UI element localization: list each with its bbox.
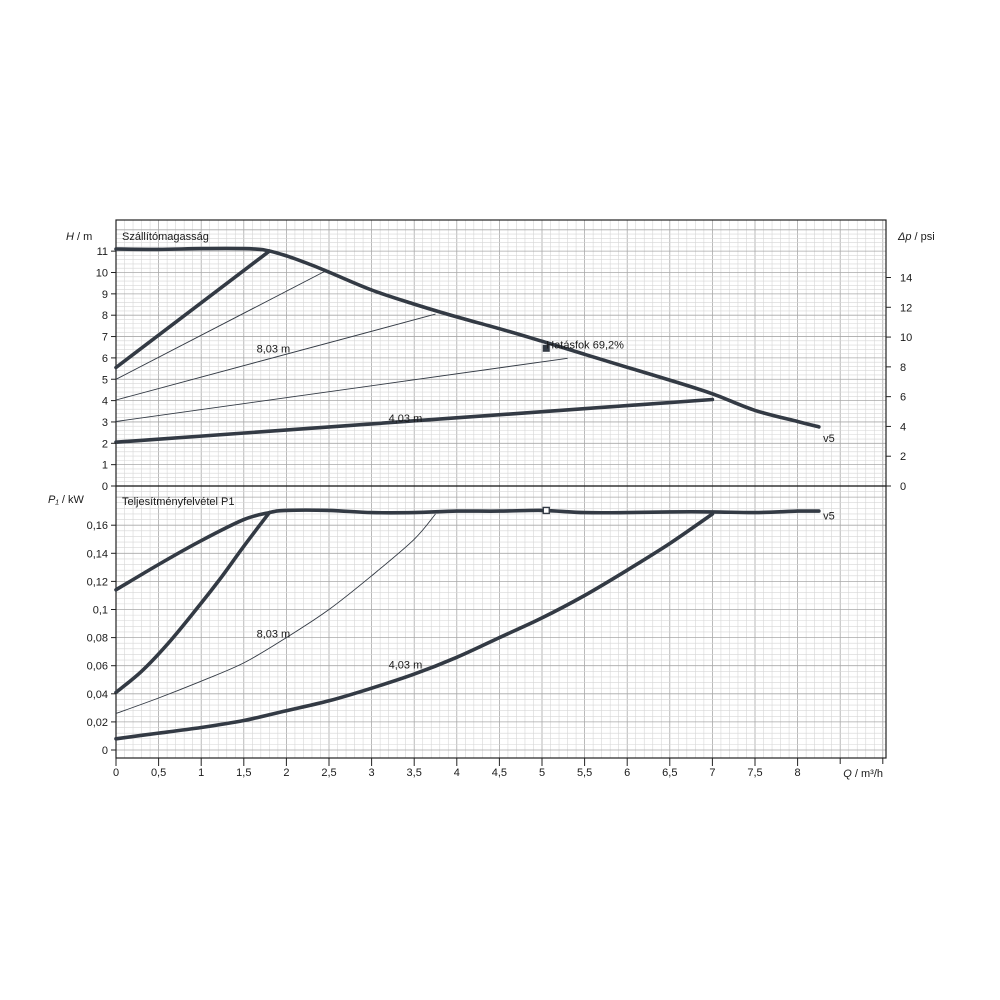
head-y-tick-label: 7 bbox=[102, 332, 108, 344]
psi-tick-label: 10 bbox=[900, 332, 912, 344]
head-y-tick-label: 11 bbox=[97, 246, 108, 258]
head-annotation-efficiency: Hatásfok 69,2% bbox=[546, 339, 624, 351]
head-curve-8-03-m bbox=[115, 313, 436, 401]
power-plot-title: Teljesítményfelvétel P1 bbox=[122, 496, 235, 508]
psi-tick-label: 0 bbox=[900, 481, 906, 493]
x-tick-label: 6,5 bbox=[662, 767, 677, 779]
power-y-tick-label: 0,02 bbox=[87, 717, 108, 729]
head-y-tick-label: 4 bbox=[102, 396, 108, 408]
psi-y-axis-label: Δp / psi bbox=[897, 231, 935, 243]
head-y-axis-label: H / m bbox=[66, 231, 92, 243]
x-tick-label: 4,5 bbox=[492, 767, 507, 779]
x-tick-label: 5,5 bbox=[577, 767, 592, 779]
grid-layer bbox=[115, 220, 886, 758]
head-curve-line-1 bbox=[114, 249, 272, 370]
x-tick-label: 2,5 bbox=[321, 767, 336, 779]
power-y-tick-label: 0,04 bbox=[87, 689, 108, 701]
tick-label-layer: 0 0,5 1 1,5 2 2,5 3 3,5 4 4,5 5 5,5 6 6,5 7 7,5 80123456… bbox=[87, 246, 913, 779]
head-y-tick-label: 0 bbox=[102, 481, 108, 493]
head-y-tick-label: 1 bbox=[102, 460, 108, 472]
psi-tick-label: 4 bbox=[900, 421, 906, 433]
x-tick-label: 0 bbox=[113, 767, 119, 779]
psi-tick-label: 8 bbox=[900, 362, 906, 374]
plot-frames bbox=[115, 219, 887, 759]
head-y-tick-label: 6 bbox=[102, 353, 108, 365]
head-annotation-v5: v5 bbox=[823, 433, 835, 445]
x-tick-label: 1,5 bbox=[236, 767, 251, 779]
power-y-tick-label: 0 bbox=[102, 745, 108, 757]
head-y-tick-label: 3 bbox=[102, 417, 108, 429]
x-tick-label: 8 bbox=[795, 767, 801, 779]
power-annotation-4-03-m: 4,03 m bbox=[389, 660, 423, 672]
curve-layer bbox=[114, 246, 821, 741]
power-y-tick-label: 0,06 bbox=[87, 661, 108, 673]
head-curve-line-4 bbox=[115, 357, 568, 422]
power-plot-frame bbox=[115, 485, 887, 759]
power-curve-8-03-m bbox=[115, 513, 436, 714]
power-y-tick-label: 0,12 bbox=[87, 576, 108, 588]
power-y-tick-label: 0,1 bbox=[93, 605, 108, 617]
x-tick-label: 7,5 bbox=[747, 767, 762, 779]
head-y-tick-label: 9 bbox=[102, 289, 108, 301]
head-annotation-8-03-m: 8,03 m bbox=[257, 344, 291, 356]
head-y-tick-label: 2 bbox=[102, 438, 108, 450]
x-tick-label: 6 bbox=[624, 767, 630, 779]
power-y-tick-label: 0,14 bbox=[87, 548, 108, 560]
duty-point-marker bbox=[542, 344, 550, 352]
power-annotation-8-03-m: 8,03 m bbox=[257, 629, 291, 641]
power-curve-4-03-m bbox=[114, 512, 715, 741]
head-annotation-4-03-m: 4,03 m bbox=[389, 413, 423, 425]
psi-tick-label: 2 bbox=[900, 451, 906, 463]
head-y-tick-label: 8 bbox=[102, 310, 108, 322]
head-curve-line-2 bbox=[115, 271, 325, 380]
head-y-tick-label: 10 bbox=[96, 268, 108, 280]
power-y-tick-label: 0,16 bbox=[87, 520, 108, 532]
label-layer: H / m Δp / psi P₁ / kW Q / m³/h Szállítómaga… bbox=[48, 231, 935, 780]
power-curve-line-1 bbox=[114, 510, 272, 695]
power-curve-v5 bbox=[114, 508, 821, 592]
duty-point-marker bbox=[542, 506, 550, 515]
power-annotation-v5: v5 bbox=[823, 511, 835, 523]
psi-tick-label: 14 bbox=[900, 272, 912, 284]
x-tick-label: 2 bbox=[283, 767, 289, 779]
power-y-tick-label: 0,08 bbox=[87, 633, 108, 645]
x-tick-label: 7 bbox=[709, 767, 715, 779]
x-tick-label: 4 bbox=[454, 767, 460, 779]
head-curve-v5 bbox=[114, 246, 821, 429]
head-y-tick-label: 5 bbox=[102, 374, 108, 386]
x-tick-label: 5 bbox=[539, 767, 545, 779]
psi-tick-label: 12 bbox=[900, 302, 912, 314]
x-axis-label: Q / m³/h bbox=[843, 768, 883, 780]
head-curve-4-03-m bbox=[114, 397, 715, 444]
x-tick-label: 3,5 bbox=[407, 767, 422, 779]
x-tick-label: 1 bbox=[198, 767, 204, 779]
x-tick-label: 3 bbox=[369, 767, 375, 779]
head-plot-title: Szállítómagasság bbox=[122, 231, 209, 243]
power-y-axis-label: P₁ / kW bbox=[48, 494, 84, 506]
psi-tick-label: 6 bbox=[900, 392, 906, 404]
x-tick-label: 0,5 bbox=[151, 767, 166, 779]
